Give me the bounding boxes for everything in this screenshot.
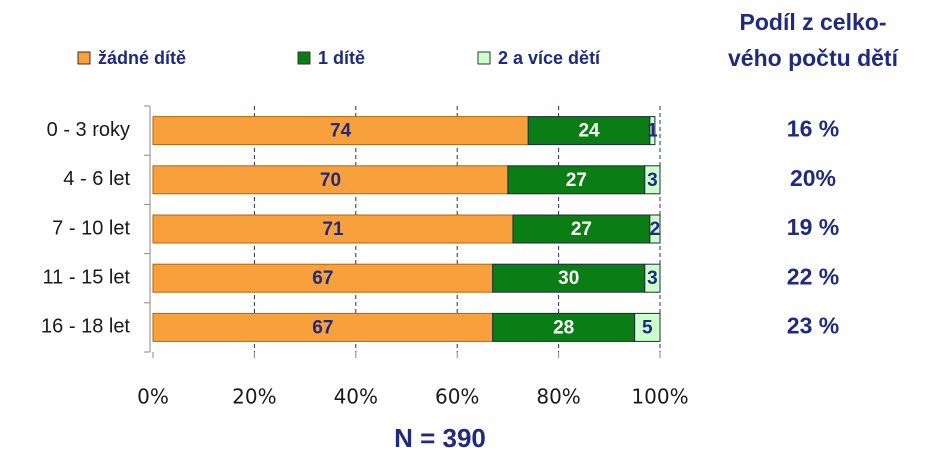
data-label: 67 [312,268,333,289]
bar-segment [152,214,514,244]
legend-swatch [77,51,91,65]
bar-segment [152,312,494,342]
side-value: 22 % [787,263,839,289]
data-label: 70 [320,170,341,191]
bar-segment [492,263,646,293]
bar-segment [634,312,661,342]
side-value: 19 % [787,214,839,240]
side-title: vého počtu dětí [728,45,900,71]
legend-label: 1 dítě [318,48,365,68]
x-tick-label: 0% [137,385,169,409]
category-label: 16 - 18 let [41,316,130,338]
data-label: 1 [647,121,658,142]
bar-segment [649,116,656,146]
bar-segment [512,214,651,244]
legend-swatch [477,51,491,65]
bar-segment [527,116,651,146]
data-label: 27 [566,170,587,191]
sample-size: N = 390 [394,423,486,453]
bar-segment [644,165,661,195]
data-label: 2 [650,219,661,240]
bar-segment [649,214,661,244]
side-value: 20% [790,165,836,191]
data-label: 28 [553,317,574,338]
data-label: 74 [330,121,352,142]
x-tick-label: 20% [232,385,276,409]
data-label: 27 [571,219,592,240]
data-label: 67 [312,317,333,338]
data-label: 3 [647,170,658,191]
category-label: 7 - 10 let [52,217,130,239]
category-label: 4 - 6 let [63,168,130,190]
data-label: 30 [558,268,579,289]
legend-label: žádné dítě [98,48,186,68]
x-tick-label: 80% [536,385,580,409]
data-label: 24 [578,121,600,142]
side-value: 23 % [787,312,839,338]
legend-label: 2 a více dětí [498,48,601,68]
bar-segment [507,165,646,195]
data-label: 71 [322,219,344,240]
data-label: 5 [642,317,653,338]
category-label: 0 - 3 roky [47,119,130,141]
side-title: Podíl z celko- [740,9,887,35]
x-tick-label: 60% [435,385,479,409]
bar-segment [644,263,661,293]
bar-segment [152,116,529,146]
data-label: 3 [647,268,658,289]
legend-swatch [297,51,311,65]
side-value: 16 % [787,116,839,142]
x-tick-label: 100% [631,385,688,409]
x-tick-label: 40% [334,385,378,409]
category-label: 11 - 15 let [43,266,131,288]
